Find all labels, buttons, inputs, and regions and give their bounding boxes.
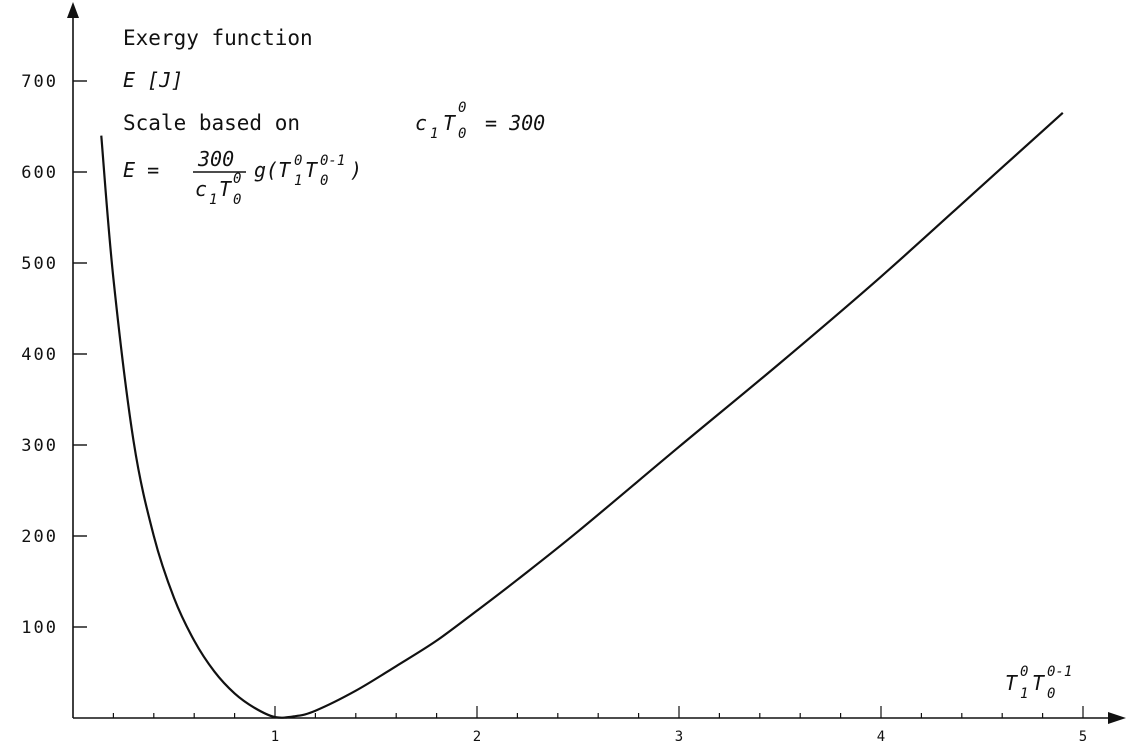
scale-T-sub: 0 xyxy=(458,126,466,142)
x-tick-label: 3 xyxy=(675,729,683,745)
axes xyxy=(67,2,1126,724)
scale-T-sup: 0 xyxy=(458,100,466,116)
formula-g-sub1: 1 xyxy=(294,173,302,189)
formula-den-c-sub: 1 xyxy=(209,192,217,208)
annotation-unit: E [J] xyxy=(123,68,183,92)
formula-den-T-sup: 0 xyxy=(233,171,241,187)
formula-den-T: T xyxy=(219,177,233,201)
x-label-T2-sup: 0-1 xyxy=(1047,664,1072,680)
y-tick-label: 300 xyxy=(21,436,58,456)
x-tick-label: 5 xyxy=(1079,729,1087,745)
y-tick-label: 200 xyxy=(21,527,58,547)
x-label-T1-sub: 1 xyxy=(1020,686,1028,702)
scale-c-sub: 1 xyxy=(430,126,438,142)
formula-g: g(T xyxy=(254,158,292,182)
x-axis-ticks: 1 2 3 4 5 xyxy=(112,706,1087,745)
scale-equals: = 300 xyxy=(485,111,545,135)
y-tick-label: 500 xyxy=(21,254,58,274)
y-axis-ticks: 100 200 300 400 500 600 700 xyxy=(21,72,87,638)
x-axis-arrow xyxy=(1108,712,1126,724)
x-label-T1: T xyxy=(1005,671,1019,695)
exergy-curve xyxy=(100,112,1064,719)
scale-c: c xyxy=(415,111,427,135)
formula-g-sub2: 0 xyxy=(320,173,328,189)
formula-numerator: 300 xyxy=(197,147,234,171)
formula-E: E = xyxy=(123,158,159,182)
y-tick-label: 600 xyxy=(21,163,58,183)
x-tick-label: 2 xyxy=(473,729,481,745)
formula-g-sup2: 0-1 xyxy=(320,153,345,169)
y-tick-label: 100 xyxy=(21,618,58,638)
formula-g-T: T xyxy=(305,158,319,182)
formula-den-T-sub: 0 xyxy=(233,192,241,208)
x-label-T2-sub: 0 xyxy=(1047,686,1055,702)
x-tick-label: 4 xyxy=(877,729,885,745)
formula-g-sup1: 0 xyxy=(294,153,302,169)
y-tick-label: 400 xyxy=(21,345,58,365)
x-label-T2: T xyxy=(1032,671,1046,695)
annotation-title: Exergy function xyxy=(123,26,313,50)
scale-prefix: Scale based on xyxy=(123,111,300,135)
annotation-block: Exergy function E [J] Scale based on c 1… xyxy=(123,26,545,208)
y-tick-label: 700 xyxy=(21,72,58,92)
annotation-formula: E = 300 c 1 T 0 0 g(T 0 1 T 0-1 0 ) xyxy=(123,147,362,208)
formula-g-close: ) xyxy=(350,158,362,182)
x-axis-label: T 0 1 T 0-1 0 xyxy=(1005,664,1072,702)
x-tick-label: 1 xyxy=(271,729,279,745)
scale-T: T xyxy=(443,111,457,135)
y-axis-arrow xyxy=(67,2,79,18)
annotation-scale: Scale based on c 1 T 0 0 = 300 xyxy=(123,100,545,142)
formula-den-c: c xyxy=(195,177,207,201)
series-layer xyxy=(100,112,1064,719)
x-label-T1-sup: 0 xyxy=(1020,664,1028,680)
